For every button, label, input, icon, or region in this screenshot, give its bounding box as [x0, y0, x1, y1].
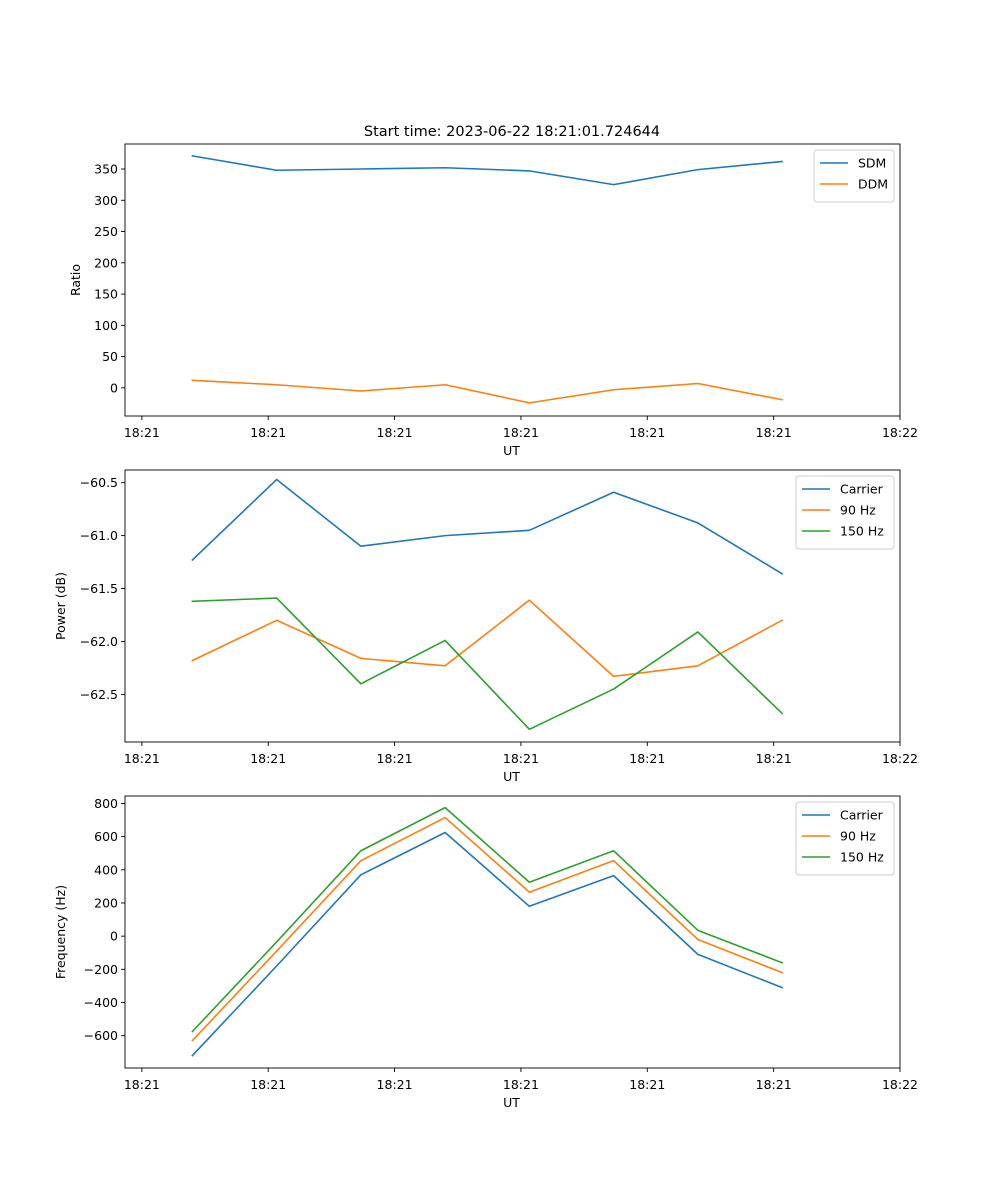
legend-entry-label: SDM	[858, 156, 886, 171]
y-tick-label: −60.5	[80, 475, 118, 490]
legend-entry-label: DDM	[858, 177, 888, 192]
legend-entry-label: 150 Hz	[840, 850, 884, 865]
legend: Carrier 90 Hz 150 Hz	[795, 801, 895, 876]
legend-entry-label: 90 Hz	[840, 503, 876, 518]
x-tick-label: 18:21	[503, 425, 539, 440]
x-tick-label: 18:21	[124, 751, 160, 766]
x-axis-label: UT	[503, 769, 520, 784]
y-axis-label: Power (dB)	[53, 572, 68, 640]
x-tick-label: 18:21	[629, 1077, 665, 1092]
plot-frame	[124, 143, 901, 417]
y-tick-label: 150	[94, 287, 118, 302]
x-tick-label: 18:21	[756, 425, 792, 440]
x-tick-label: 18:21	[250, 751, 286, 766]
y-tick-label: −62.5	[80, 687, 118, 702]
y-tick-label: 100	[94, 318, 118, 333]
x-tick-label: 18:21	[756, 751, 792, 766]
panels: 18:21 18:21 18:21 18:21 18:21 18:21 18:22 0 50 10…	[53, 143, 918, 1110]
chart-panel-1: 18:21 18:21 18:21 18:21 18:21 18:21 18:22 0 50 10…	[68, 143, 918, 458]
y-tick-label: −61.0	[80, 528, 118, 543]
y-tick-label: 0	[110, 380, 118, 395]
x-tick-label: 18:21	[250, 425, 286, 440]
y-tick-label: 400	[94, 862, 118, 877]
series-line-ddm	[191, 379, 784, 404]
chart-panel-2: 18:21 18:21 18:21 18:21 18:21 18:21 18:22 −62.5…	[53, 469, 918, 784]
series-line-90-hz	[191, 816, 784, 1042]
x-tick-label: 18:21	[503, 1077, 539, 1092]
y-tick-label: 0	[110, 929, 118, 944]
legend-entry-label: 150 Hz	[840, 524, 884, 539]
x-tick-label: 18:21	[377, 425, 413, 440]
x-tick-label: 18:21	[377, 1077, 413, 1092]
series-line-150-hz	[191, 597, 784, 731]
x-tick-label: 18:21	[629, 751, 665, 766]
x-tick-label: 18:22	[882, 751, 918, 766]
y-axis-label: Ratio	[68, 264, 83, 296]
legend: Carrier 90 Hz 150 Hz	[795, 475, 895, 550]
y-tick-label: −61.5	[80, 581, 118, 596]
plot-frame	[124, 795, 901, 1069]
x-tick-label: 18:21	[503, 751, 539, 766]
x-tick-label: 18:21	[629, 425, 665, 440]
figure-title: Start time: 2023-06-22 18:21:01.724644	[364, 124, 660, 140]
y-tick-label: 200	[94, 895, 118, 910]
series-line-carrier	[191, 831, 784, 1057]
series-line-150-hz	[191, 806, 784, 1033]
series-line-carrier	[191, 478, 784, 575]
x-axis-label: UT	[503, 1095, 520, 1110]
series-line-sdm	[191, 154, 783, 186]
legend-entry-label: 90 Hz	[840, 829, 876, 844]
y-tick-label: 300	[94, 193, 118, 208]
legend-entry-label: Carrier	[840, 808, 884, 823]
plot-frame	[124, 469, 901, 743]
series-line-90-hz	[191, 599, 784, 678]
chart-panel-3: 18:21 18:21 18:21 18:21 18:21 18:21 18:22 −600 −…	[53, 795, 918, 1110]
legend-entry-label: Carrier	[840, 482, 884, 497]
x-tick-label: 18:21	[756, 1077, 792, 1092]
y-tick-label: 600	[94, 829, 118, 844]
y-tick-label: 200	[94, 255, 118, 270]
x-tick-label: 18:21	[250, 1077, 286, 1092]
y-tick-label: −62.0	[80, 634, 118, 649]
legend: SDM DDM	[813, 149, 895, 203]
y-tick-label: −600	[84, 1028, 118, 1043]
x-tick-label: 18:21	[124, 425, 160, 440]
y-tick-label: 250	[94, 224, 118, 239]
x-tick-label: 18:21	[124, 1077, 160, 1092]
y-tick-label: 50	[102, 349, 118, 364]
x-tick-label: 18:22	[882, 1077, 918, 1092]
y-axis-label: Frequency (Hz)	[53, 885, 68, 979]
x-tick-label: 18:21	[377, 751, 413, 766]
y-tick-label: −400	[84, 995, 118, 1010]
y-tick-label: −200	[84, 962, 118, 977]
x-tick-label: 18:22	[882, 425, 918, 440]
x-axis-label: UT	[503, 443, 520, 458]
y-tick-label: 350	[94, 162, 118, 177]
y-tick-label: 800	[94, 796, 118, 811]
